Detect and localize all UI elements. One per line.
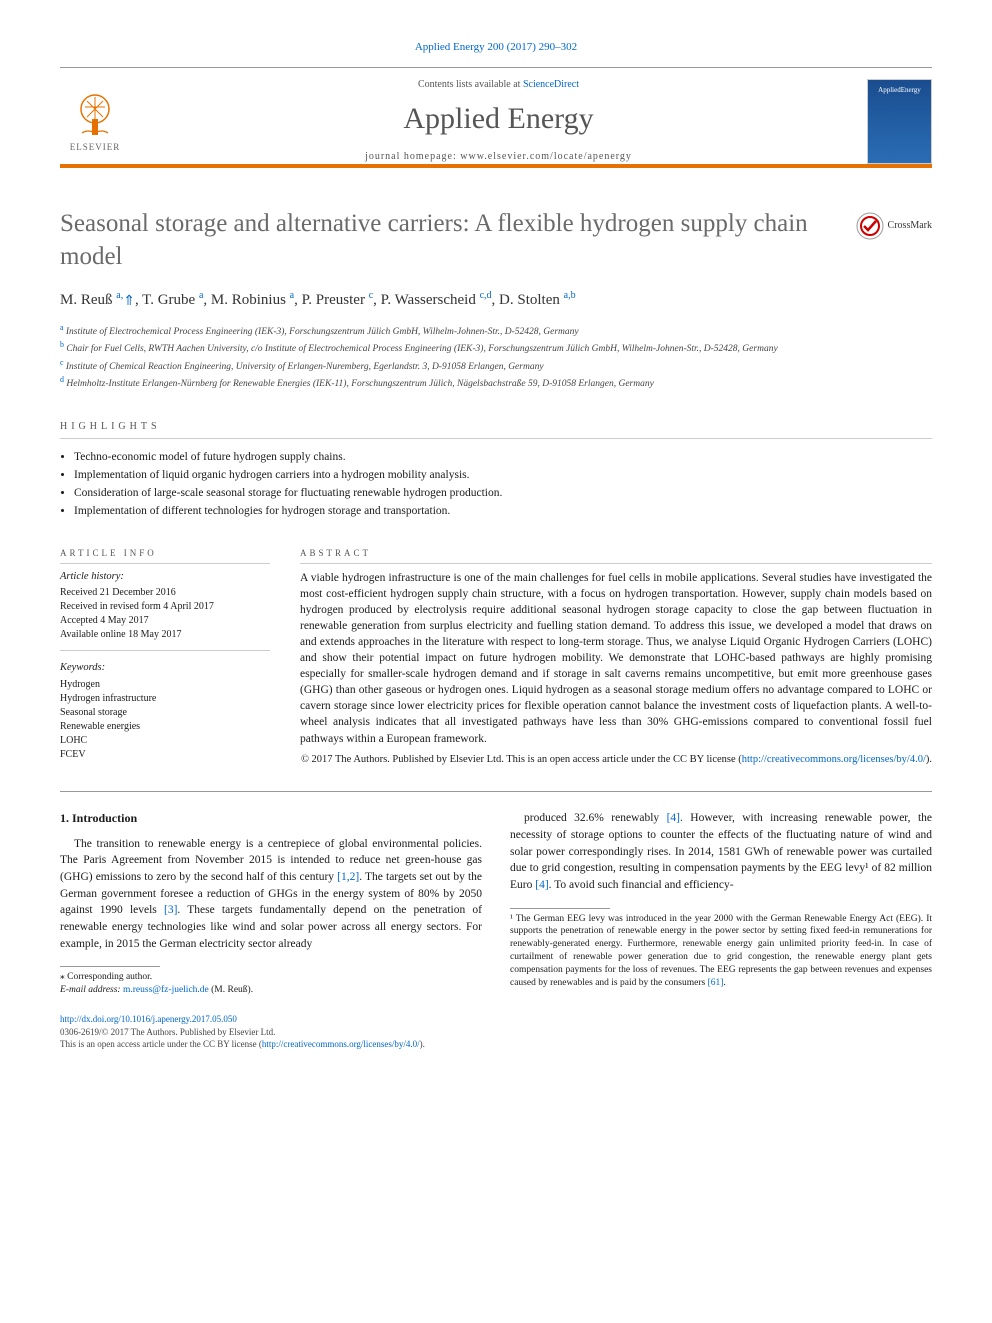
copyright-line: © 2017 The Authors. Published by Elsevie… [300,753,932,768]
history-label: Article history: [60,570,270,585]
keyword: Hydrogen infrastructure [60,692,270,706]
abstract-label: abstract [300,547,932,564]
keyword: Hydrogen [60,678,270,692]
article-info-label: article info [60,547,270,564]
highlights-label: highlights [60,420,932,439]
intro-para-2: produced 32.6% renewably [4]. However, w… [510,810,932,893]
elsevier-tree-icon [70,89,120,139]
masthead: ELSEVIER Contents lists available at Sci… [60,67,932,168]
corresponding-author: ⁎ Corresponding author. E-mail address: … [60,971,482,997]
doi-link[interactable]: http://dx.doi.org/10.1016/j.apenergy.201… [60,1014,237,1024]
elsevier-logo[interactable]: ELSEVIER [60,81,130,161]
citation-link[interactable]: Applied Energy 200 (2017) 290–302 [415,41,577,53]
affiliation: c Institute of Chemical Reaction Enginee… [60,357,932,374]
crossmark-icon [856,212,884,240]
issn-line: 0306-2619/© 2017 The Authors. Published … [60,1027,275,1037]
journal-cover[interactable]: AppliedEnergy [867,79,932,164]
affiliation: a Institute of Electrochemical Process E… [60,322,932,339]
highlights-list: Techno-economic model of future hydrogen… [60,449,932,519]
homepage-line: journal homepage: www.elsevier.com/locat… [150,150,847,164]
contents-line: Contents lists available at ScienceDirec… [150,78,847,92]
footnote-1: ¹ The German EEG levy was introduced in … [510,913,932,990]
publisher-name: ELSEVIER [70,141,121,154]
article-info: article info Article history: Received 2… [60,547,270,767]
citation: Applied Energy 200 (2017) 290–302 [60,40,932,55]
body-columns: 1. Introduction The transition to renewa… [60,810,932,997]
homepage-url[interactable]: www.elsevier.com/locate/apenergy [460,151,632,162]
keywords-label: Keywords: [60,661,270,676]
highlight-item: Consideration of large-scale seasonal st… [74,485,932,501]
keyword: LOHC [60,734,270,748]
history-online: Available online 18 May 2017 [60,628,270,642]
article-title: Seasonal storage and alternative carrier… [60,208,836,273]
history-received: Received 21 December 2016 [60,586,270,600]
abstract-column: abstract A viable hydrogen infrastructur… [300,547,932,767]
highlight-item: Techno-economic model of future hydrogen… [74,449,932,465]
sciencedirect-link[interactable]: ScienceDirect [523,79,579,90]
footer-license-link[interactable]: http://creativecommons.org/licenses/by/4… [262,1039,420,1049]
abstract-text: A viable hydrogen infrastructure is one … [300,570,932,747]
affiliation: b Chair for Fuel Cells, RWTH Aachen Univ… [60,339,932,356]
keyword: FCEV [60,748,270,762]
intro-heading: 1. Introduction [60,810,482,827]
history-accepted: Accepted 4 May 2017 [60,614,270,628]
history-revised: Received in revised form 4 April 2017 [60,600,270,614]
keyword: Seasonal storage [60,706,270,720]
crossmark-badge[interactable]: CrossMark [856,212,932,240]
right-column: produced 32.6% renewably [4]. However, w… [510,810,932,997]
crossmark-label: CrossMark [888,219,932,233]
authors: M. Reuß a,⇑, T. Grube a, M. Robinius a, … [60,289,932,312]
intro-para-1: The transition to renewable energy is a … [60,836,482,953]
highlight-item: Implementation of different technologies… [74,503,932,519]
journal-name: Applied Energy [150,98,847,140]
highlight-item: Implementation of liquid organic hydroge… [74,467,932,483]
affiliations: a Institute of Electrochemical Process E… [60,322,932,392]
author-email-link[interactable]: m.reuss@fz-juelich.de [123,985,209,995]
left-column: 1. Introduction The transition to renewa… [60,810,482,997]
affiliation: d Helmholtz-Institute Erlangen-Nürnberg … [60,374,932,391]
footer: http://dx.doi.org/10.1016/j.apenergy.201… [60,1013,932,1051]
section-divider [60,791,932,792]
keyword: Renewable energies [60,720,270,734]
cc-license-link[interactable]: http://creativecommons.org/licenses/by/4… [742,754,926,765]
